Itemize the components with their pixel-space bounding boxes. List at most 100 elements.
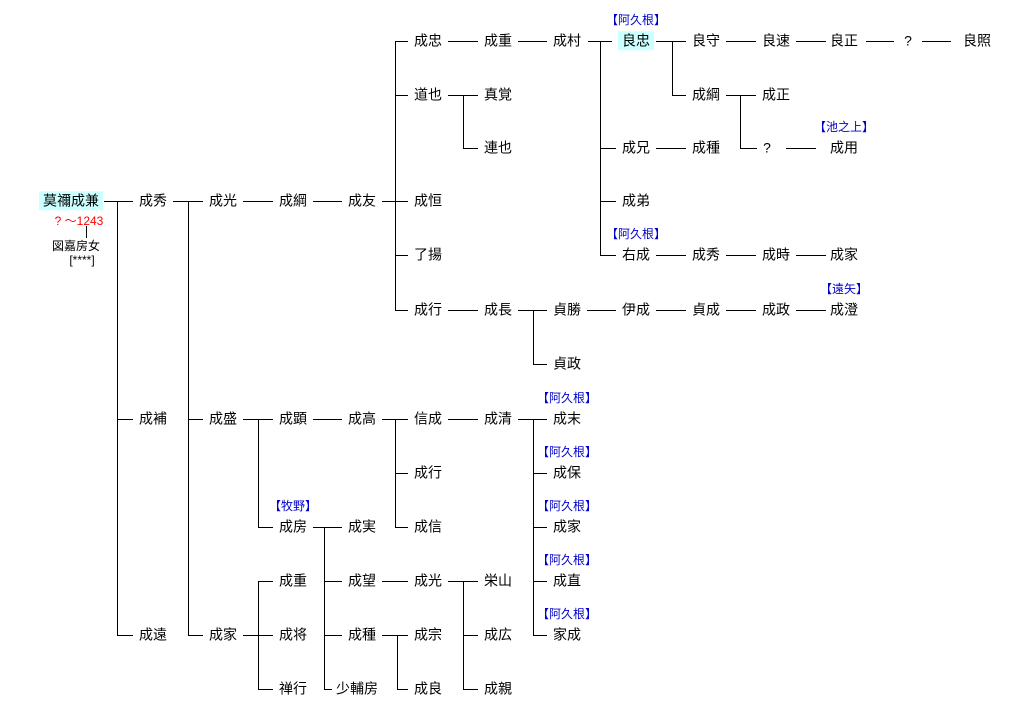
- person-node: 成秀: [139, 192, 167, 209]
- person-node: 成盛: [209, 410, 237, 427]
- lifespan-text: ? ～1243: [54, 214, 104, 228]
- connector-line-h: [188, 635, 203, 636]
- person-node: 成澄: [830, 301, 858, 318]
- person-node: 成綱: [692, 86, 720, 103]
- person-node: 良守: [692, 32, 720, 49]
- connector-line-h: [448, 41, 478, 42]
- person-node: 家成: [553, 626, 581, 643]
- person-node: 道也: [414, 86, 442, 103]
- connector-line-h: [518, 310, 547, 311]
- person-node: 成行: [414, 301, 442, 318]
- branch-family-tag: 【阿久根】: [536, 607, 598, 621]
- person-node: 良正: [830, 32, 858, 49]
- connector-line-h: [533, 581, 547, 582]
- person-node: 信成: [414, 410, 442, 427]
- person-node: 成宗: [414, 626, 442, 643]
- connector-line-h: [258, 581, 273, 582]
- connector-line-h: [324, 581, 342, 582]
- person-node: 成家: [209, 626, 237, 643]
- connector-line-h: [382, 581, 408, 582]
- connector-line-h: [463, 689, 478, 690]
- person-node: ?: [904, 32, 912, 49]
- connector-line-v: [395, 419, 396, 527]
- connector-line-v: [324, 527, 325, 689]
- person-node: 成村: [553, 32, 581, 49]
- connector-line-h: [726, 255, 756, 256]
- person-node: 成実: [348, 518, 376, 535]
- person-node: 成房: [279, 518, 307, 535]
- connector-line-h: [258, 689, 273, 690]
- connector-line-h: [397, 689, 408, 690]
- connector-line-h: [324, 635, 342, 636]
- person-node: 少輔房: [336, 680, 378, 697]
- connector-line-h: [786, 148, 816, 149]
- connector-line-h: [243, 201, 273, 202]
- person-node: 成用: [830, 139, 858, 156]
- person-node: 成兄: [622, 139, 650, 156]
- person-node: 連也: [484, 139, 512, 156]
- person-node: 成行: [414, 464, 442, 481]
- connector-line-v: [258, 419, 259, 527]
- connector-line-h: [258, 527, 273, 528]
- connector-line-h: [395, 473, 408, 474]
- person-node: 成友: [348, 192, 376, 209]
- connector-line-h: [463, 635, 478, 636]
- connector-line-h: [726, 95, 756, 96]
- connector-line-h: [117, 419, 133, 420]
- person-node-highlighted[interactable]: 良忠: [618, 31, 654, 51]
- connector-line-h: [518, 41, 547, 42]
- spouse-name: 図嘉房女: [51, 239, 101, 253]
- connector-line-h: [672, 95, 686, 96]
- branch-family-tag: 【池之上】: [813, 120, 875, 134]
- connector-line-h: [313, 419, 342, 420]
- person-node: 貞政: [553, 355, 581, 372]
- person-node: 成高: [348, 410, 376, 427]
- person-node: 成時: [762, 246, 790, 263]
- connector-line-v: [600, 41, 601, 255]
- person-node: 成正: [762, 86, 790, 103]
- connector-line-v: [533, 419, 534, 635]
- connector-line-h: [324, 689, 332, 690]
- person-node: 成綱: [279, 192, 307, 209]
- connector-line-v: [672, 41, 673, 95]
- connector-line-v: [188, 201, 189, 635]
- person-node: 成清: [484, 410, 512, 427]
- person-node: 真覚: [484, 86, 512, 103]
- connector-line-h: [463, 148, 478, 149]
- connector-line-h: [726, 41, 756, 42]
- person-node: 貞成: [692, 301, 720, 318]
- person-node: 成広: [484, 626, 512, 643]
- connector-line-h: [533, 364, 547, 365]
- person-node: 成政: [762, 301, 790, 318]
- connector-line-h: [587, 310, 616, 311]
- person-node: 成種: [348, 626, 376, 643]
- connector-line-v: [86, 226, 87, 238]
- person-node: 成弟: [622, 192, 650, 209]
- connector-line-h: [104, 201, 133, 202]
- connector-line-h: [382, 635, 408, 636]
- branch-family-tag: 【阿久根】: [605, 13, 667, 27]
- connector-line-h: [117, 635, 133, 636]
- spouse-note: [****]: [69, 253, 95, 267]
- person-node: 成直: [553, 572, 581, 589]
- person-node: ?: [763, 139, 771, 156]
- connector-line-h: [600, 201, 616, 202]
- person-node: 成恒: [414, 192, 442, 209]
- connector-line-v: [740, 95, 741, 148]
- connector-line-h: [796, 41, 826, 42]
- person-node-highlighted[interactable]: 莫禰成兼: [39, 191, 103, 211]
- person-node: 成保: [553, 464, 581, 481]
- connector-line-h: [600, 255, 616, 256]
- branch-family-tag: 【阿久根】: [536, 553, 598, 567]
- person-node: 成将: [279, 626, 307, 643]
- connector-line-h: [796, 255, 826, 256]
- connector-line-v: [397, 635, 398, 689]
- connector-line-v: [463, 95, 464, 148]
- connector-line-h: [600, 148, 616, 149]
- person-node: 成家: [830, 246, 858, 263]
- person-node: 貞勝: [553, 301, 581, 318]
- connector-line-v: [463, 581, 464, 689]
- connector-line-h: [533, 635, 547, 636]
- connector-line-h: [395, 95, 408, 96]
- person-node: 成重: [484, 32, 512, 49]
